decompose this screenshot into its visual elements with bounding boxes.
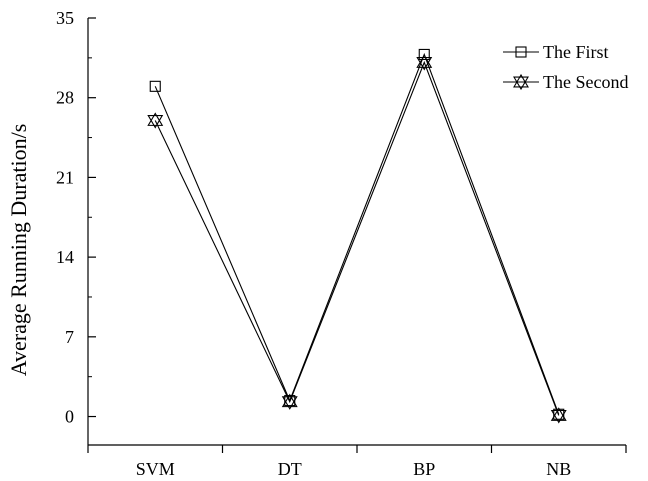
series-line	[154, 60, 560, 416]
y-tick-label: 28	[56, 88, 74, 108]
series-layer	[147, 48, 567, 424]
axes: 0 7 14 21 28 35 SVM DT BP NB	[56, 8, 627, 479]
legend-label: The First	[543, 42, 609, 62]
triangle-up-marker	[513, 73, 529, 88]
x-tick-label: DT	[278, 459, 302, 479]
x-tick-label: NB	[546, 459, 571, 479]
triangle-down-marker	[513, 76, 529, 91]
series-1	[149, 48, 565, 420]
triangle-up-marker	[550, 407, 567, 421]
legend-label: The Second	[543, 72, 628, 92]
series-2	[147, 54, 567, 424]
square-marker	[515, 46, 527, 58]
y-tick-label: 21	[56, 167, 74, 187]
legend: The First The Second	[503, 42, 628, 92]
y-axis-title: Average Running Duration/s	[6, 124, 31, 377]
triangle-down-marker	[147, 115, 164, 129]
triangle-up-marker	[416, 54, 433, 68]
square-marker	[149, 80, 161, 92]
y-tick-label: 7	[65, 327, 74, 347]
series-line	[154, 52, 560, 415]
y-tick-label: 0	[65, 407, 74, 427]
triangle-down-marker	[550, 409, 567, 424]
triangle-down-marker	[281, 396, 298, 410]
triangle-up-marker	[147, 112, 164, 126]
square-marker	[418, 48, 430, 60]
y-tick-label: 14	[56, 247, 74, 267]
triangle-down-marker	[416, 56, 433, 71]
x-tick-label: SVM	[136, 459, 175, 479]
x-tick-label: BP	[413, 459, 435, 479]
y-tick-label: 35	[56, 8, 74, 28]
triangle-up-marker	[281, 393, 298, 408]
